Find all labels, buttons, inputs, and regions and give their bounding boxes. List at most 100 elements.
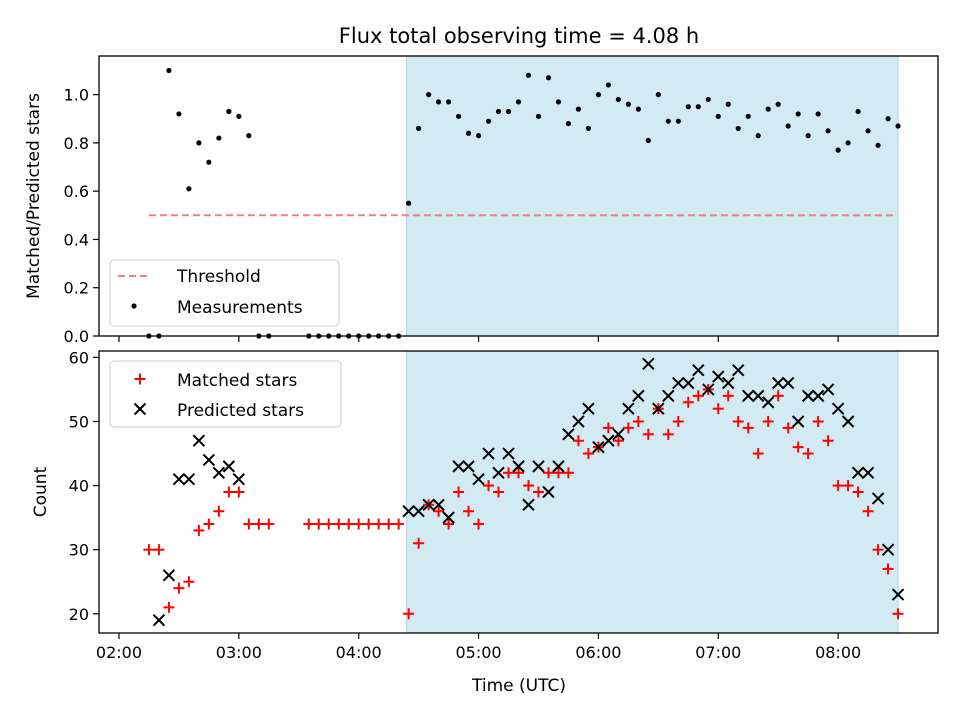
predicted-star-point <box>642 357 655 371</box>
bottom-xtick-label: 04:00 <box>336 643 382 662</box>
top-ytick-label: 0.8 <box>64 134 89 153</box>
matched-star-point <box>642 428 654 440</box>
predicted-star-point <box>672 376 685 390</box>
predicted-star-point <box>791 415 805 428</box>
matched-star-point <box>852 486 864 498</box>
measurement-point <box>505 108 512 115</box>
predicted-star-point <box>422 498 435 512</box>
top-legend: Threshold Measurements <box>109 259 340 327</box>
measurement-point <box>785 123 791 129</box>
predicted-star-point <box>871 492 885 505</box>
matched-star-point <box>752 448 764 460</box>
predicted-star-point <box>442 511 455 524</box>
predicted-star-point <box>781 376 795 390</box>
matched-star-point <box>822 435 834 447</box>
matched-star-point <box>612 435 624 447</box>
matched-star-point <box>832 480 844 492</box>
matched-star-point <box>193 524 205 536</box>
matched-star-point <box>463 505 475 517</box>
chart-title: Flux total observing time = 4.08 h <box>339 24 699 48</box>
bottom-xtick-label: 02:00 <box>96 643 142 662</box>
bottom-ytick-label: 60 <box>69 348 89 367</box>
measurement-point <box>455 113 462 119</box>
bottom-panel: 20 30 40 50 60 02:00 03:00 04:00 05:00 06:00 07:0… <box>31 348 939 696</box>
matched-star-point <box>602 422 614 434</box>
matched-star-point <box>493 486 505 498</box>
bottom-xtick-label: 05:00 <box>455 643 501 662</box>
measurement-point <box>775 101 781 107</box>
predicted-star-point <box>851 466 865 479</box>
predicted-star-point <box>182 472 196 486</box>
predicted-star-point <box>682 376 695 390</box>
predicted-star-point <box>841 415 855 428</box>
predicted-star-point <box>192 434 206 447</box>
predicted-star-point <box>172 472 186 486</box>
measurement-point <box>166 67 172 74</box>
measurement-point <box>645 137 651 144</box>
matched-star-point <box>233 486 245 498</box>
matched-star-point <box>503 467 515 479</box>
measurement-point <box>655 92 661 98</box>
predicted-legend-label: Predicted stars <box>177 401 304 421</box>
predicted-star-point <box>502 447 515 460</box>
predicted-star-point <box>402 505 415 518</box>
measurement-point <box>845 140 851 146</box>
measurement-point <box>426 92 432 98</box>
matched-star-point <box>513 467 524 479</box>
bottom-xtick-label: 03:00 <box>216 643 262 662</box>
bottom-ytick-label: 20 <box>69 605 89 624</box>
matched-star-point <box>263 518 275 530</box>
matched-star-point <box>333 518 345 530</box>
matched-star-point <box>672 416 684 427</box>
measurement-point <box>585 125 592 132</box>
predicted-star-point <box>761 396 775 409</box>
matched-star-point <box>892 608 904 620</box>
predicted-star-point <box>552 460 565 473</box>
matched-star-point <box>243 518 255 530</box>
matched-star-point <box>483 480 495 492</box>
measurement-point <box>675 118 681 124</box>
predicted-star-point <box>562 428 575 441</box>
predicted-star-point <box>462 460 475 473</box>
matched-star-point <box>223 486 235 498</box>
matched-star-point <box>213 505 225 517</box>
bottom-xtick-label: 07:00 <box>695 643 741 662</box>
measurement-point <box>825 128 831 134</box>
measurements-legend-swatch <box>131 303 137 309</box>
predicted-star-point <box>732 364 745 377</box>
predicted-legend-marker <box>133 402 147 416</box>
matched-star-point <box>143 544 155 556</box>
predicted-star-point <box>452 460 465 473</box>
predicted-star-point <box>572 415 585 428</box>
measurement-point <box>176 111 182 117</box>
measurement-point <box>755 133 761 139</box>
matched-star-point <box>802 448 814 460</box>
matched-star-point <box>842 480 854 492</box>
predicted-star-point <box>162 569 176 582</box>
matched-star-point <box>582 448 594 460</box>
matched-star-point <box>812 416 824 427</box>
matched-star-point <box>323 518 335 530</box>
measurement-point <box>685 104 691 110</box>
matched-star-point <box>862 505 874 517</box>
top-axes-frame <box>98 55 939 337</box>
bottom-y-axis-label: Count <box>31 466 51 517</box>
matched-star-point <box>473 518 485 530</box>
matched-star-point <box>203 518 215 530</box>
measurement-point <box>695 104 701 110</box>
measurement-point <box>445 99 452 105</box>
matched-star-point <box>762 416 774 427</box>
measurement-point <box>186 186 192 192</box>
measurement-point <box>595 92 602 98</box>
measurement-point <box>885 116 891 122</box>
predicted-star-point <box>202 453 216 467</box>
measurement-point <box>236 113 242 119</box>
predicted-star-point <box>542 485 555 499</box>
predicted-star-point <box>881 543 895 556</box>
measurement-point <box>206 159 212 165</box>
matched-star-point <box>343 518 355 530</box>
top-ytick-label: 0.2 <box>64 279 89 298</box>
matched-star-point <box>253 518 265 530</box>
measurement-point <box>835 147 841 153</box>
measurement-point <box>875 142 881 148</box>
